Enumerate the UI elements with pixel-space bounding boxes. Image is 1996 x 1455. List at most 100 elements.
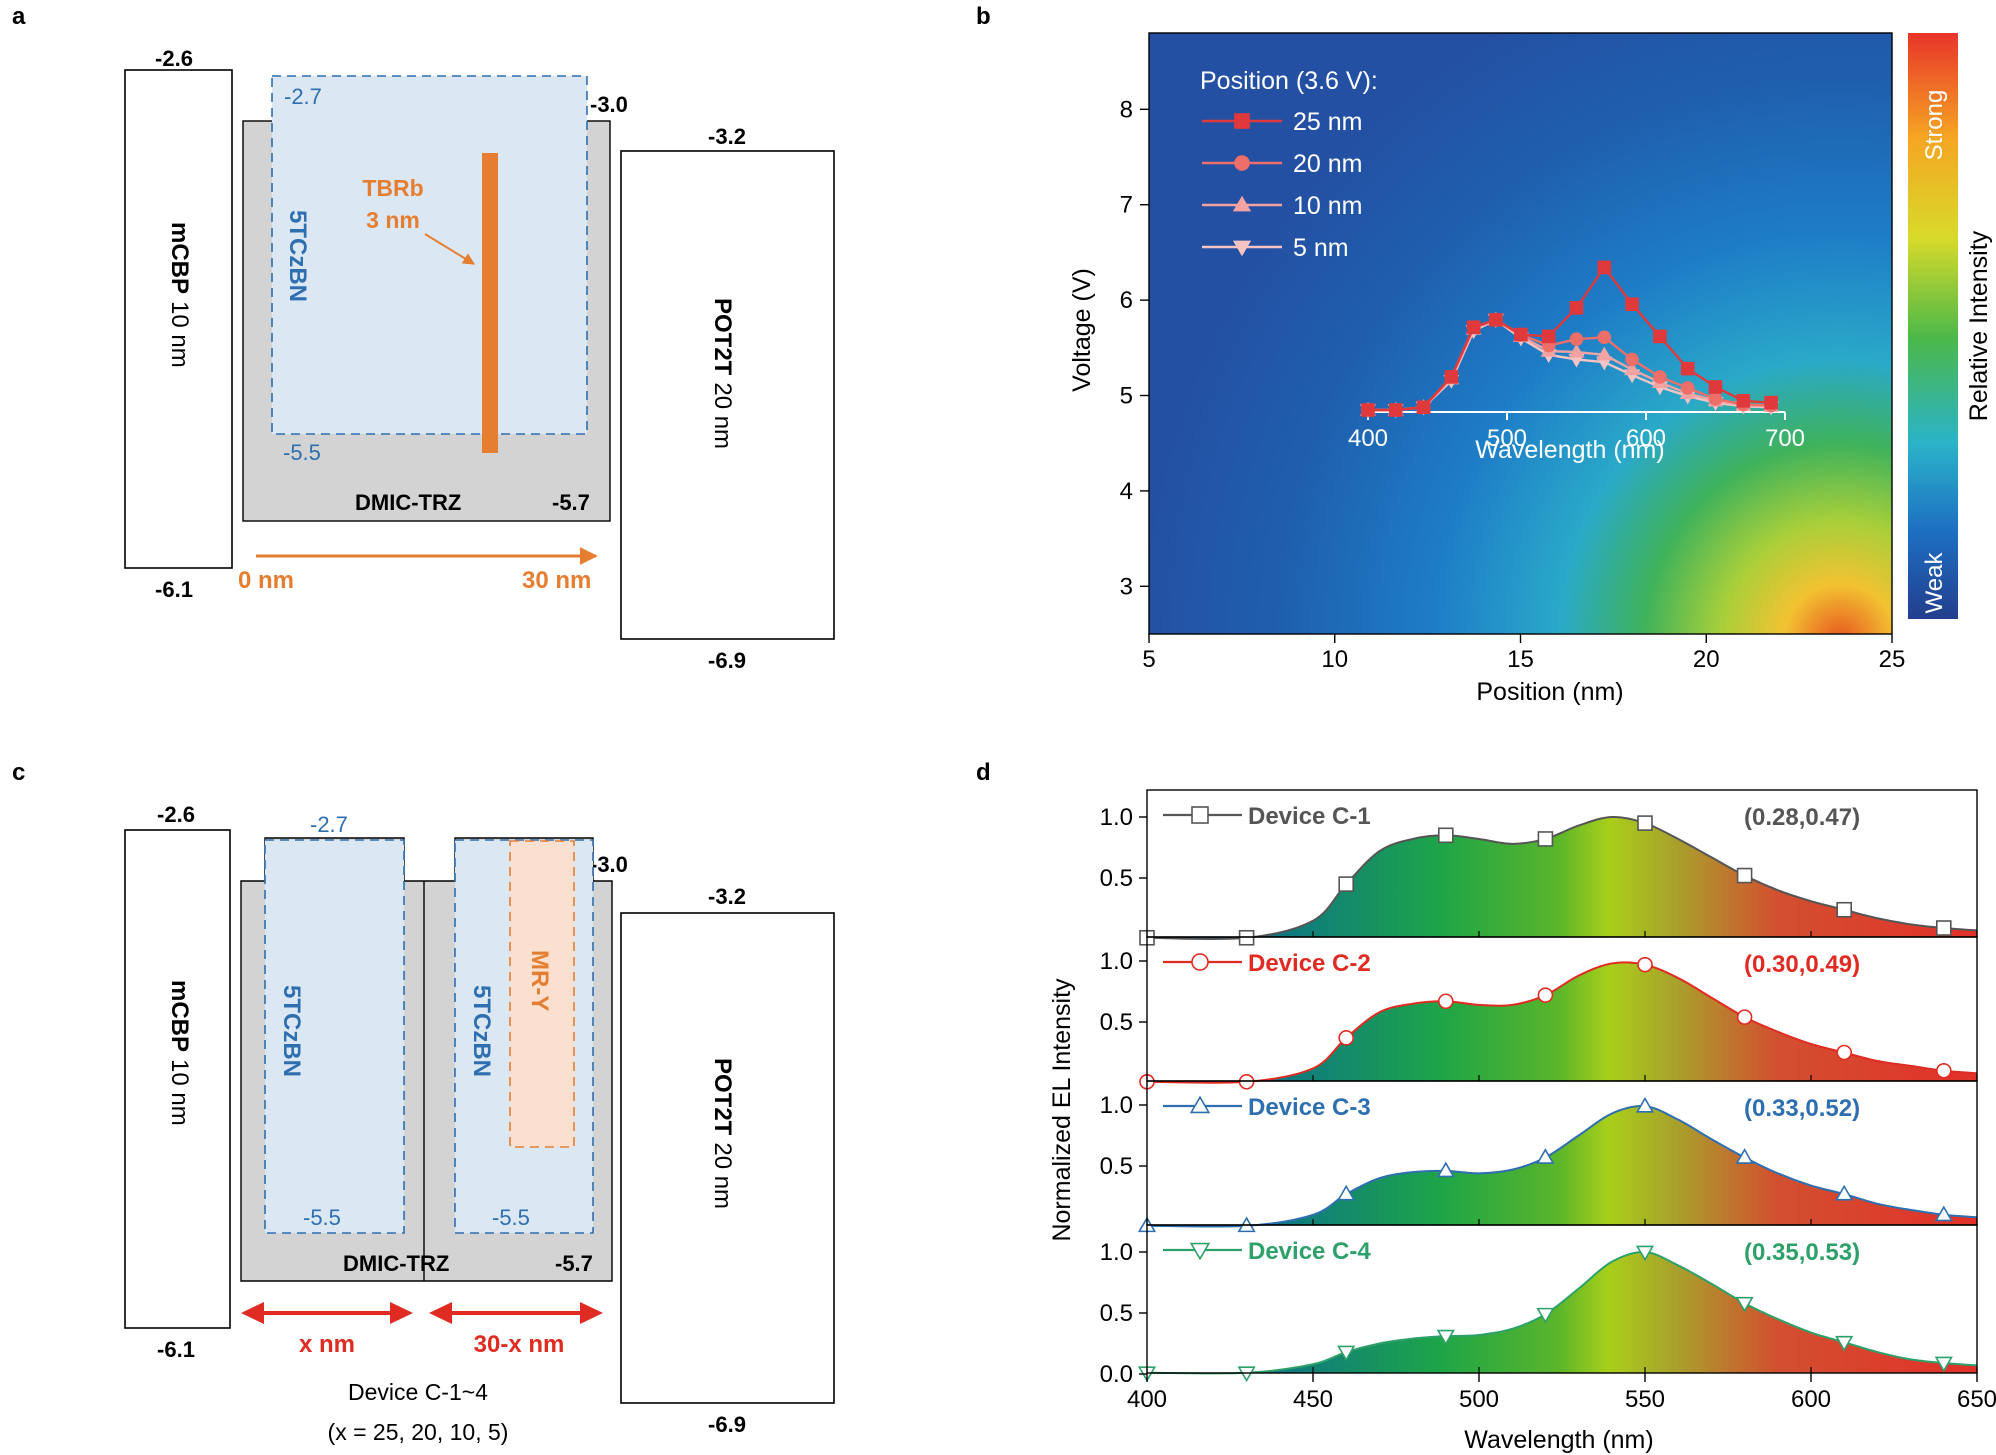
- panel-label-a: a: [12, 3, 26, 30]
- mcbp-layer-label: mCBP 10 nm: [166, 222, 193, 368]
- el-point: [1338, 1030, 1354, 1046]
- el-legend-marker: [1189, 1242, 1211, 1261]
- heatmap-ytick-label: 3: [1120, 573, 1133, 600]
- inset-point: [1653, 329, 1667, 344]
- el-point: [1438, 827, 1454, 844]
- el-point: [1238, 929, 1255, 946]
- heatmap-xtick-label: 15: [1507, 646, 1534, 673]
- pot2t-lumo: -3.2: [708, 124, 746, 149]
- heatmap-xlabel: Position (nm): [1476, 678, 1623, 706]
- el-ytick-label: 1.0: [1100, 948, 1133, 975]
- inset-point: [1624, 361, 1641, 376]
- tbrb-pointer-arrow: [424, 233, 476, 265]
- tczbn-homo-c2: -5.5: [492, 1205, 530, 1230]
- inset-point: [1569, 301, 1584, 315]
- panel-d: d 0.5 1.0 Device C-1 (0.28,0.47) 0.5 1.0 Devic…: [976, 759, 1996, 1454]
- inset-point: [1416, 400, 1431, 415]
- inset-legend-marker: [1232, 240, 1252, 257]
- inset-point: [1680, 381, 1695, 395]
- el-xtick-label: 400: [1127, 1386, 1167, 1413]
- el-xtick-label: 450: [1293, 1386, 1333, 1413]
- el-point: [1237, 1366, 1256, 1383]
- el-point: [1238, 1073, 1255, 1090]
- host-homo-c: -5.7: [555, 1251, 593, 1276]
- el-subplot-4: 0.0 0.5 1.0 Device C-4 (0.35,0.53): [1100, 1224, 1978, 1388]
- el-point: [1936, 920, 1952, 936]
- inset-point: [1708, 380, 1723, 394]
- caption-x-values: (x = 25, 20, 10, 5): [328, 1419, 509, 1445]
- inset-legend-title: Position (3.6 V):: [1200, 67, 1378, 95]
- pot2t-layer-c: [620, 912, 835, 1404]
- inset-point: [1466, 320, 1481, 335]
- el-area: [1147, 1106, 1977, 1227]
- inset-point: [1361, 403, 1375, 417]
- el-ytick-label: 0.5: [1100, 1153, 1133, 1180]
- el-legend-label: Device C-2: [1248, 950, 1371, 977]
- el-area: [1147, 962, 1977, 1083]
- inset-point: [1625, 297, 1639, 312]
- heatmap-ytick-label: 5: [1120, 383, 1133, 410]
- el-cie-label: (0.35,0.53): [1744, 1239, 1860, 1266]
- inset-point: [1514, 327, 1528, 342]
- tczbn-name-c1: 5TCzBN: [278, 985, 305, 1077]
- el-point: [1735, 1296, 1754, 1313]
- tczbn-lumo: -2.7: [284, 84, 322, 109]
- heatmap-ytick-label: 6: [1120, 287, 1133, 314]
- el-point: [1436, 1161, 1455, 1178]
- inset-point: [1597, 260, 1612, 275]
- el-cie-label: (0.28,0.47): [1744, 804, 1860, 831]
- inset-xlabel: Wavelength (nm): [1475, 436, 1664, 464]
- inset-xtick-label: 600: [1626, 425, 1666, 452]
- tczbn-homo-c1: -5.5: [303, 1205, 341, 1230]
- el-point: [1635, 1245, 1655, 1262]
- el-point: [1934, 1356, 1953, 1373]
- mcbp-lumo-c: -2.6: [157, 802, 195, 827]
- el-area: [1147, 816, 1977, 940]
- inset-legend-label: 20 nm: [1293, 150, 1362, 178]
- mry-layer: [509, 840, 575, 1148]
- inset-point: [1625, 352, 1639, 367]
- inset-point: [1764, 395, 1778, 410]
- pot2t-thickness-c: 20 nm: [709, 1142, 736, 1209]
- colorbar-weak-label: Weak: [1921, 552, 1948, 614]
- x-label: x nm: [299, 1331, 355, 1358]
- el-ytick-label: 1.0: [1100, 1239, 1133, 1266]
- pot2t-name: POT2T: [709, 298, 736, 376]
- el-point: [1337, 1345, 1356, 1362]
- el-point: [1537, 831, 1554, 847]
- inset-legend-label: 10 nm: [1293, 192, 1362, 220]
- mcbp-thickness-c: 10 nm: [166, 1059, 193, 1126]
- mcbp-lumo: -2.6: [155, 46, 193, 71]
- inset-legend-label: 25 nm: [1293, 108, 1362, 136]
- mcbp-thickness: 10 nm: [166, 301, 193, 368]
- el-xtick-label: 650: [1957, 1386, 1996, 1413]
- el-point: [1836, 901, 1852, 918]
- arrow-start-label: 0 nm: [238, 567, 294, 594]
- panel-a: a -2.6 -6.1 mCBP 10 nm -3.0 DMIC-TRZ -5.7…: [12, 3, 835, 673]
- tczbn-name: 5TCzBN: [284, 210, 311, 302]
- inset-legend-item: 20 nm: [1202, 150, 1362, 178]
- inset-point: [1489, 313, 1503, 327]
- el-point: [1835, 1335, 1854, 1352]
- colorbar: [1908, 33, 1958, 619]
- el-xtick-label: 600: [1791, 1386, 1831, 1413]
- host-name-c: DMIC-TRZ: [343, 1251, 449, 1276]
- el-point: [1936, 1063, 1952, 1079]
- host-lumo: -3.0: [590, 92, 628, 117]
- el-xlabel: Wavelength (nm): [1464, 1426, 1653, 1454]
- el-point: [1637, 815, 1653, 831]
- el-curve: [1146, 1105, 1978, 1228]
- el-point: [1736, 1009, 1753, 1025]
- el-xtick-label: 550: [1625, 1386, 1665, 1413]
- pot2t-name-c: POT2T: [709, 1058, 736, 1136]
- caption-devices: Device C-1~4: [348, 1379, 488, 1405]
- host-name: DMIC-TRZ: [355, 490, 461, 515]
- el-ytick-label: 0.5: [1100, 1009, 1133, 1036]
- el-xtick-label: 500: [1459, 1386, 1499, 1413]
- inset-xtick-label: 700: [1765, 425, 1805, 452]
- heatmap-axes: 5 10 15 20 25 3 4 5 6 7 8: [1120, 96, 1906, 673]
- x-arrow: [241, 1302, 413, 1324]
- inset-point: [1568, 343, 1585, 358]
- inset-point: [1389, 403, 1403, 417]
- el-ytick-label: 0.5: [1100, 1300, 1133, 1327]
